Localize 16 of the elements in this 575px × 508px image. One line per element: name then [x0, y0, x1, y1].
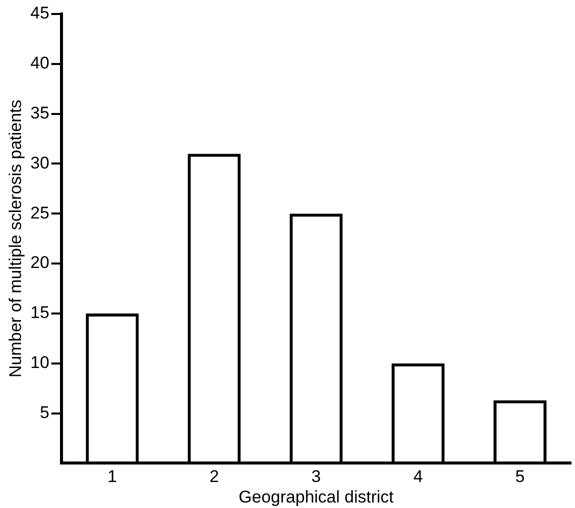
- x-tick-label: 2: [209, 467, 219, 486]
- y-tick-label: 30: [30, 153, 50, 172]
- x-tick-label: 1: [108, 467, 118, 486]
- y-tick-label: 5: [40, 402, 50, 422]
- x-axis-title: Geographical district: [238, 487, 394, 506]
- y-tick-label: 40: [30, 54, 50, 73]
- y-tick-label: 15: [30, 303, 50, 322]
- y-axis-title: Number of multiple sclerosis patients: [6, 100, 25, 378]
- x-tick-label: 5: [515, 467, 525, 486]
- x-tick-label: 4: [413, 467, 423, 486]
- x-tick-label: 3: [311, 467, 321, 486]
- y-tick-label: 20: [30, 253, 50, 272]
- y-tick-label: 45: [30, 4, 50, 23]
- y-tick-label: 10: [30, 353, 50, 372]
- y-tick-label: 35: [30, 104, 50, 123]
- y-tick-label: 25: [30, 203, 50, 222]
